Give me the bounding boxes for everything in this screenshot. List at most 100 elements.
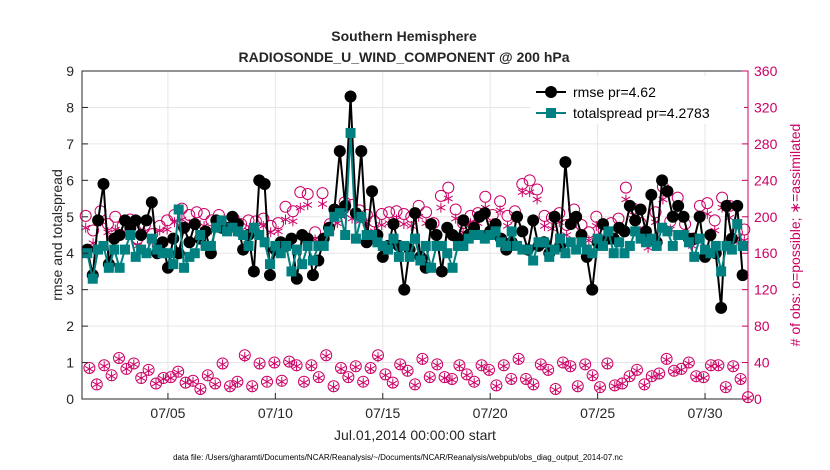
rmse-point xyxy=(188,218,201,231)
totalspread-point xyxy=(334,208,345,219)
totalspread-point xyxy=(614,237,625,248)
obs-assimilated-marker xyxy=(188,376,198,387)
obs-assimilated-marker xyxy=(521,374,531,385)
obs-assimilated-marker xyxy=(462,370,472,381)
obs-count-markers xyxy=(79,174,754,404)
totalspread-point xyxy=(474,230,485,240)
obs-assimilated-marker xyxy=(484,365,494,376)
totalspread-point xyxy=(528,255,539,266)
totalspread-point xyxy=(184,251,195,262)
obs-assimilated-marker xyxy=(647,372,657,383)
obs-possible-marker xyxy=(301,188,314,200)
obs-possible-marker xyxy=(279,200,292,213)
rmse-point xyxy=(457,214,470,227)
totalspread-point xyxy=(270,240,281,251)
obs-assimilated-marker xyxy=(144,365,154,376)
y-tick-label: 9 xyxy=(66,63,74,79)
obs-assimilated-marker xyxy=(269,358,279,369)
obs-assimilated-marker xyxy=(195,384,205,395)
obs-assimilated-marker xyxy=(162,224,172,235)
rmse-point xyxy=(661,185,674,198)
y-tick-label: 4 xyxy=(66,245,74,261)
rmse-point xyxy=(548,210,561,223)
y2-tick-label: 120 xyxy=(754,282,778,298)
totalspread-point xyxy=(689,251,700,262)
obs-assimilated-marker xyxy=(173,367,183,378)
totalspread-point xyxy=(662,226,673,237)
obs-possible-marker xyxy=(434,189,447,202)
totalspread-point xyxy=(549,244,560,255)
obs-possible-marker xyxy=(190,206,203,219)
rmse-point xyxy=(398,283,411,296)
obs-assimilated-marker xyxy=(539,220,550,231)
x-tick-label: 07/15 xyxy=(365,405,400,421)
rmse-point xyxy=(527,214,540,227)
totalspread-point xyxy=(442,248,453,259)
obs-assimilated-marker xyxy=(617,378,627,389)
totalspread-point xyxy=(399,240,410,251)
obs-assimilated-marker xyxy=(351,362,361,373)
totalspread-point xyxy=(667,240,678,251)
rmse-point xyxy=(430,229,443,241)
rmse-point xyxy=(511,210,524,223)
obs-possible-marker xyxy=(198,208,211,221)
obs-assimilated-marker xyxy=(358,377,368,388)
obs-assimilated-marker xyxy=(336,363,346,374)
obs-assimilated-marker xyxy=(436,202,446,213)
totalspread-point xyxy=(737,240,748,251)
totalspread-point xyxy=(179,262,190,273)
obs-assimilated-marker xyxy=(602,359,612,370)
obs-possible-marker xyxy=(523,174,536,187)
totalspread-point xyxy=(264,259,275,270)
x-tick-label: 07/05 xyxy=(150,405,185,421)
rmse-point xyxy=(645,188,658,201)
obs-assimilated-marker xyxy=(314,373,324,384)
obs-assimilated-marker xyxy=(506,374,516,385)
obs-assimilated-marker xyxy=(166,373,176,384)
totalspread-point xyxy=(565,237,576,248)
y-tick-label: 3 xyxy=(66,282,74,298)
totalspread-point xyxy=(544,251,555,262)
x-tick-label: 07/20 xyxy=(473,405,508,421)
chart-title-line-1: Southern Hemisphere xyxy=(331,28,477,44)
rmse-point xyxy=(129,214,142,227)
totalspread-point xyxy=(297,259,308,270)
rmse-point xyxy=(140,214,153,227)
totalspread-point xyxy=(87,273,98,284)
totalspread-point xyxy=(512,240,523,251)
totalspread-point xyxy=(458,240,469,251)
totalspread-point xyxy=(635,233,646,244)
totalspread-point xyxy=(286,266,297,277)
totalspread-point xyxy=(694,233,705,244)
totalspread-point xyxy=(538,237,549,248)
totalspread-point xyxy=(146,233,157,244)
obs-assimilated-marker xyxy=(317,199,328,210)
totalspread-point xyxy=(313,240,324,251)
obs-assimilated-marker xyxy=(432,360,442,371)
obs-assimilated-marker xyxy=(158,373,168,384)
totalspread-point xyxy=(732,219,743,230)
rmse-point xyxy=(409,207,421,220)
obs-assimilated-marker xyxy=(551,384,561,395)
totalspread-point xyxy=(506,226,517,237)
series-lines xyxy=(81,90,749,314)
obs-assimilated-marker xyxy=(491,381,501,392)
totalspread-point xyxy=(243,240,254,251)
obs-assimilated-marker xyxy=(403,366,413,377)
rmse-point xyxy=(629,214,642,227)
y2-tick-label: 160 xyxy=(754,245,778,261)
y-tick-label: 7 xyxy=(66,136,74,152)
rmse-point xyxy=(183,236,196,249)
obs-assimilated-marker xyxy=(536,360,546,371)
obs-assimilated-marker xyxy=(155,225,165,236)
chart-title-line-2: RADIOSONDE_U_WIND_COMPONENT @ 200 hPa xyxy=(238,49,569,65)
obs-assimilated-marker xyxy=(210,379,220,390)
obs-possible-marker xyxy=(87,224,100,237)
obs-assimilated-marker xyxy=(495,205,505,216)
rmse-point xyxy=(425,218,438,231)
obs-possible-marker xyxy=(79,209,92,222)
obs-assimilated-marker xyxy=(395,360,405,371)
obs-assimilated-marker xyxy=(499,361,509,372)
totalspread-point xyxy=(189,248,200,259)
